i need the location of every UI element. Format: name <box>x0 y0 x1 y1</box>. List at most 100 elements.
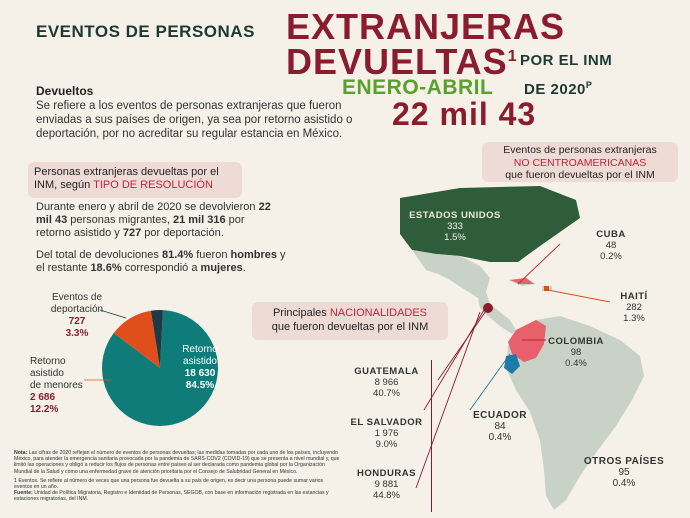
pie-label-deportacion: Eventos de deportación 727 3.3% <box>40 292 114 340</box>
summary-text: . <box>242 262 246 274</box>
summary-text: Del total de devoluciones <box>36 249 159 261</box>
source-text: Unidad de Política Migratoria, Registro … <box>14 490 329 503</box>
country-elsalvador: EL SALVADOR 1 976 9.0% <box>342 417 431 450</box>
resolution-box: Personas extranjeras devueltas por el IN… <box>28 162 242 198</box>
title-line1: EXTRANJERAS <box>286 6 566 47</box>
pie-value-deportacion: 727 <box>68 316 86 327</box>
title-sup-p: P <box>585 80 593 90</box>
title-line2: DEVUELTAS1 <box>286 40 518 82</box>
country-name: COLOMBIA <box>548 336 604 347</box>
country-name: ESTADOS UNIDOS <box>409 210 501 221</box>
country-name: GUATEMALA <box>354 366 419 377</box>
pie-value-menores: 2 686 <box>30 392 56 403</box>
note-text: Las cifras de 2020 reflejan el número de… <box>14 450 340 475</box>
country-value: 84 <box>494 421 506 432</box>
country-ecuador: ECUADOR 84 0.4% <box>468 410 532 443</box>
summary-text: correspondió a <box>124 262 198 274</box>
pie-pct-menores: 12.2% <box>30 404 59 415</box>
country-pct: 0.4% <box>488 432 512 443</box>
americas-map <box>400 186 644 510</box>
nationalities-line2: que fueron devueltas por el INM <box>271 321 429 333</box>
country-pct: 40.7% <box>373 388 400 399</box>
title-suffix: POR EL INM <box>520 52 613 69</box>
summary-para-2: Del total de devoluciones 81.4% fueron h… <box>36 249 286 275</box>
summary-text: personas migrantes, <box>70 214 170 226</box>
resolution-line2a: INM, según <box>34 179 91 191</box>
country-value: 98 <box>570 347 582 358</box>
country-pct: 1.5% <box>444 232 466 243</box>
nationalities-label: NACIONALIDADES <box>329 307 428 319</box>
country-otros: OTROS PAÍSES 95 0.4% <box>582 456 666 489</box>
country-guatemala: GUATEMALA 8 966 40.7% <box>342 366 431 399</box>
non-ca-line2: NO CENTROAMERICANAS <box>513 156 647 169</box>
country-name: ECUADOR <box>472 410 528 421</box>
title-line2-text: DEVUELTAS <box>286 41 508 82</box>
pie-value-retorno: 18 630 <box>184 368 216 379</box>
pie-label-menores: Retorno asistido de menores 2 686 12.2% <box>30 356 83 416</box>
resolution-line2: INM, según TIPO DE RESOLUCIÓN <box>34 179 236 192</box>
summary-text: Durante enero y abril de 2020 se devolvi… <box>36 201 256 213</box>
country-haiti: HAITÍ 282 1.3% <box>608 291 660 324</box>
country-value: 48 <box>605 240 617 251</box>
definition-title: Devueltos <box>36 84 94 98</box>
leader-ecuador <box>469 353 511 411</box>
source-label: Fuente: <box>14 490 33 497</box>
summary-text: por deportación. <box>144 227 224 239</box>
pie-label-text: asistido <box>30 368 64 379</box>
central-america-list: GUATEMALA 8 966 40.7% EL SALVADOR 1 976 … <box>342 360 432 512</box>
leader-haiti <box>547 289 611 303</box>
non-ca-line3: que fueron devueltas por el INM <box>505 169 655 181</box>
summary-text: por retorno asistido y <box>36 214 245 239</box>
resolution-type-label: TIPO DE RESOLUCIÓN <box>93 179 213 191</box>
country-pct: 0.2% <box>600 251 622 262</box>
summary-deportacion: 727 <box>122 227 142 239</box>
country-pct: 9.0% <box>375 439 398 450</box>
title-prefix: EVENTOS DE PERSONAS <box>36 22 255 41</box>
definition-block: Devueltos Se refiere a los eventos de pe… <box>36 84 366 141</box>
nationalities-box: Principales NACIONALIDADES que fueron de… <box>252 302 448 340</box>
summary-text: y el restante <box>36 249 286 274</box>
summary-women: mujeres <box>200 262 243 274</box>
summary-text: fueron <box>196 249 228 261</box>
title-year: DE 2020P <box>524 80 592 98</box>
map-colombia <box>508 320 546 362</box>
summary-men: hombres <box>230 249 277 261</box>
pie-slice-retorno <box>102 310 219 426</box>
title-year-text: DE 2020 <box>524 81 586 98</box>
source-paragraph: Fuente: Unidad de Política Migratoria, R… <box>14 490 340 502</box>
country-value: 1 976 <box>374 428 399 439</box>
country-cuba: CUBA 48 0.2% <box>588 229 634 262</box>
country-colombia: COLOMBIA 98 0.4% <box>544 336 608 369</box>
notes-block: Nota: Las cifras de 2020 reflejan el núm… <box>14 450 340 503</box>
map-ecuador <box>504 354 520 374</box>
summary-women-pct: 18.6% <box>90 262 122 274</box>
pie-pct-retorno: 84.5% <box>185 380 215 391</box>
definition-text: Se refiere a los eventos de personas ext… <box>36 100 353 140</box>
country-pct: 44.8% <box>373 490 400 501</box>
title-period: ENERO-ABRIL <box>342 76 494 99</box>
title-sup-1: 1 <box>507 48 518 65</box>
map-haiti <box>544 286 549 291</box>
pie-label-text: Retorno <box>30 356 66 367</box>
pie-label-text: de menores <box>30 380 83 391</box>
map-usa <box>400 186 580 262</box>
summary-men-pct: 81.4% <box>161 249 194 261</box>
leader-guatemala <box>437 307 489 381</box>
country-honduras: HONDURAS 9 881 44.8% <box>342 468 431 501</box>
country-pct: 0.4% <box>565 358 587 369</box>
map-south-america <box>506 316 644 510</box>
map-mexico <box>412 250 490 304</box>
country-value: 8 966 <box>374 377 399 388</box>
country-value: 333 <box>447 221 463 232</box>
total-returned: 22 mil 43 <box>392 96 537 132</box>
non-ca-box: Eventos de personas extranjeras NO CENTR… <box>482 142 678 182</box>
country-pct: 1.3% <box>623 313 645 324</box>
pie-label-retorno: Retorno asistido 18 630 84.5% <box>170 344 230 392</box>
summary-para-1: Durante enero y abril de 2020 se devolvi… <box>36 201 276 240</box>
pie-pct-deportacion: 3.3% <box>65 328 89 339</box>
resolution-line1: Personas extranjeras devueltas por el <box>34 166 219 178</box>
pie-slice-deportacion <box>150 309 163 368</box>
map-cuba <box>510 278 534 284</box>
